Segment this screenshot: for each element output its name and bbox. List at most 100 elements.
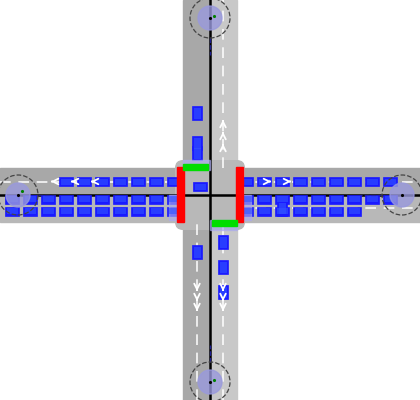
Bar: [132, 196, 144, 202]
Bar: [177, 167, 184, 222]
Bar: [236, 167, 243, 222]
Bar: [168, 178, 179, 184]
Bar: [132, 208, 144, 214]
Bar: [113, 194, 127, 204]
Bar: [218, 260, 228, 274]
Bar: [347, 177, 361, 186]
Bar: [275, 194, 289, 204]
Bar: [239, 194, 253, 204]
Bar: [239, 177, 253, 186]
Bar: [194, 138, 200, 148]
Bar: [42, 208, 53, 214]
Bar: [384, 178, 396, 184]
Bar: [275, 207, 289, 216]
Bar: [312, 208, 323, 214]
Bar: [384, 196, 396, 202]
Bar: [277, 202, 287, 216]
Circle shape: [198, 6, 222, 30]
Bar: [77, 207, 91, 216]
Bar: [276, 196, 288, 202]
Bar: [6, 196, 18, 202]
Bar: [115, 196, 126, 202]
Bar: [294, 208, 305, 214]
Bar: [149, 194, 163, 204]
Bar: [258, 208, 270, 214]
Bar: [258, 196, 270, 202]
Bar: [59, 177, 73, 186]
Bar: [311, 207, 325, 216]
Bar: [276, 208, 288, 214]
Bar: [383, 177, 397, 186]
Bar: [367, 196, 378, 202]
Bar: [131, 207, 145, 216]
Bar: [192, 245, 202, 259]
Bar: [194, 148, 200, 158]
Bar: [79, 178, 89, 184]
Bar: [194, 184, 205, 190]
Bar: [192, 106, 202, 120]
Bar: [257, 207, 271, 216]
Circle shape: [198, 370, 222, 394]
Bar: [311, 194, 325, 204]
Bar: [193, 182, 207, 192]
Bar: [97, 196, 108, 202]
Bar: [239, 207, 253, 216]
Bar: [329, 207, 343, 216]
Bar: [276, 178, 288, 184]
Bar: [132, 178, 144, 184]
Bar: [241, 208, 252, 214]
Bar: [168, 208, 179, 214]
Bar: [77, 177, 91, 186]
Bar: [349, 196, 360, 202]
Bar: [97, 178, 108, 184]
Bar: [59, 207, 73, 216]
Bar: [23, 194, 37, 204]
Bar: [167, 207, 181, 216]
Bar: [95, 177, 109, 186]
Bar: [312, 196, 323, 202]
Bar: [0, 168, 183, 195]
Bar: [212, 220, 237, 226]
Bar: [95, 194, 109, 204]
Bar: [329, 194, 343, 204]
Bar: [220, 262, 226, 272]
Bar: [167, 194, 181, 204]
Bar: [293, 207, 307, 216]
Bar: [367, 178, 378, 184]
Bar: [77, 194, 91, 204]
Bar: [60, 208, 71, 214]
Bar: [0, 195, 183, 222]
Bar: [218, 285, 228, 299]
Bar: [24, 208, 36, 214]
Bar: [60, 196, 71, 202]
Bar: [210, 222, 237, 400]
Bar: [237, 168, 420, 195]
Bar: [210, 0, 237, 168]
Bar: [131, 194, 145, 204]
Bar: [150, 208, 162, 214]
Bar: [218, 235, 228, 249]
Bar: [97, 208, 108, 214]
Bar: [294, 196, 305, 202]
Bar: [194, 246, 200, 258]
Bar: [294, 178, 305, 184]
Bar: [331, 196, 341, 202]
Bar: [331, 208, 341, 214]
Bar: [192, 136, 202, 150]
Bar: [329, 177, 343, 186]
Bar: [183, 160, 210, 170]
Bar: [311, 177, 325, 186]
Bar: [257, 177, 271, 186]
Bar: [183, 222, 210, 400]
Bar: [41, 207, 55, 216]
Bar: [278, 203, 286, 214]
Bar: [169, 195, 183, 220]
Bar: [365, 194, 379, 204]
Bar: [312, 178, 323, 184]
Bar: [59, 194, 73, 204]
Bar: [241, 178, 252, 184]
Bar: [95, 207, 109, 216]
Bar: [24, 196, 36, 202]
Bar: [183, 0, 210, 168]
Bar: [331, 178, 341, 184]
